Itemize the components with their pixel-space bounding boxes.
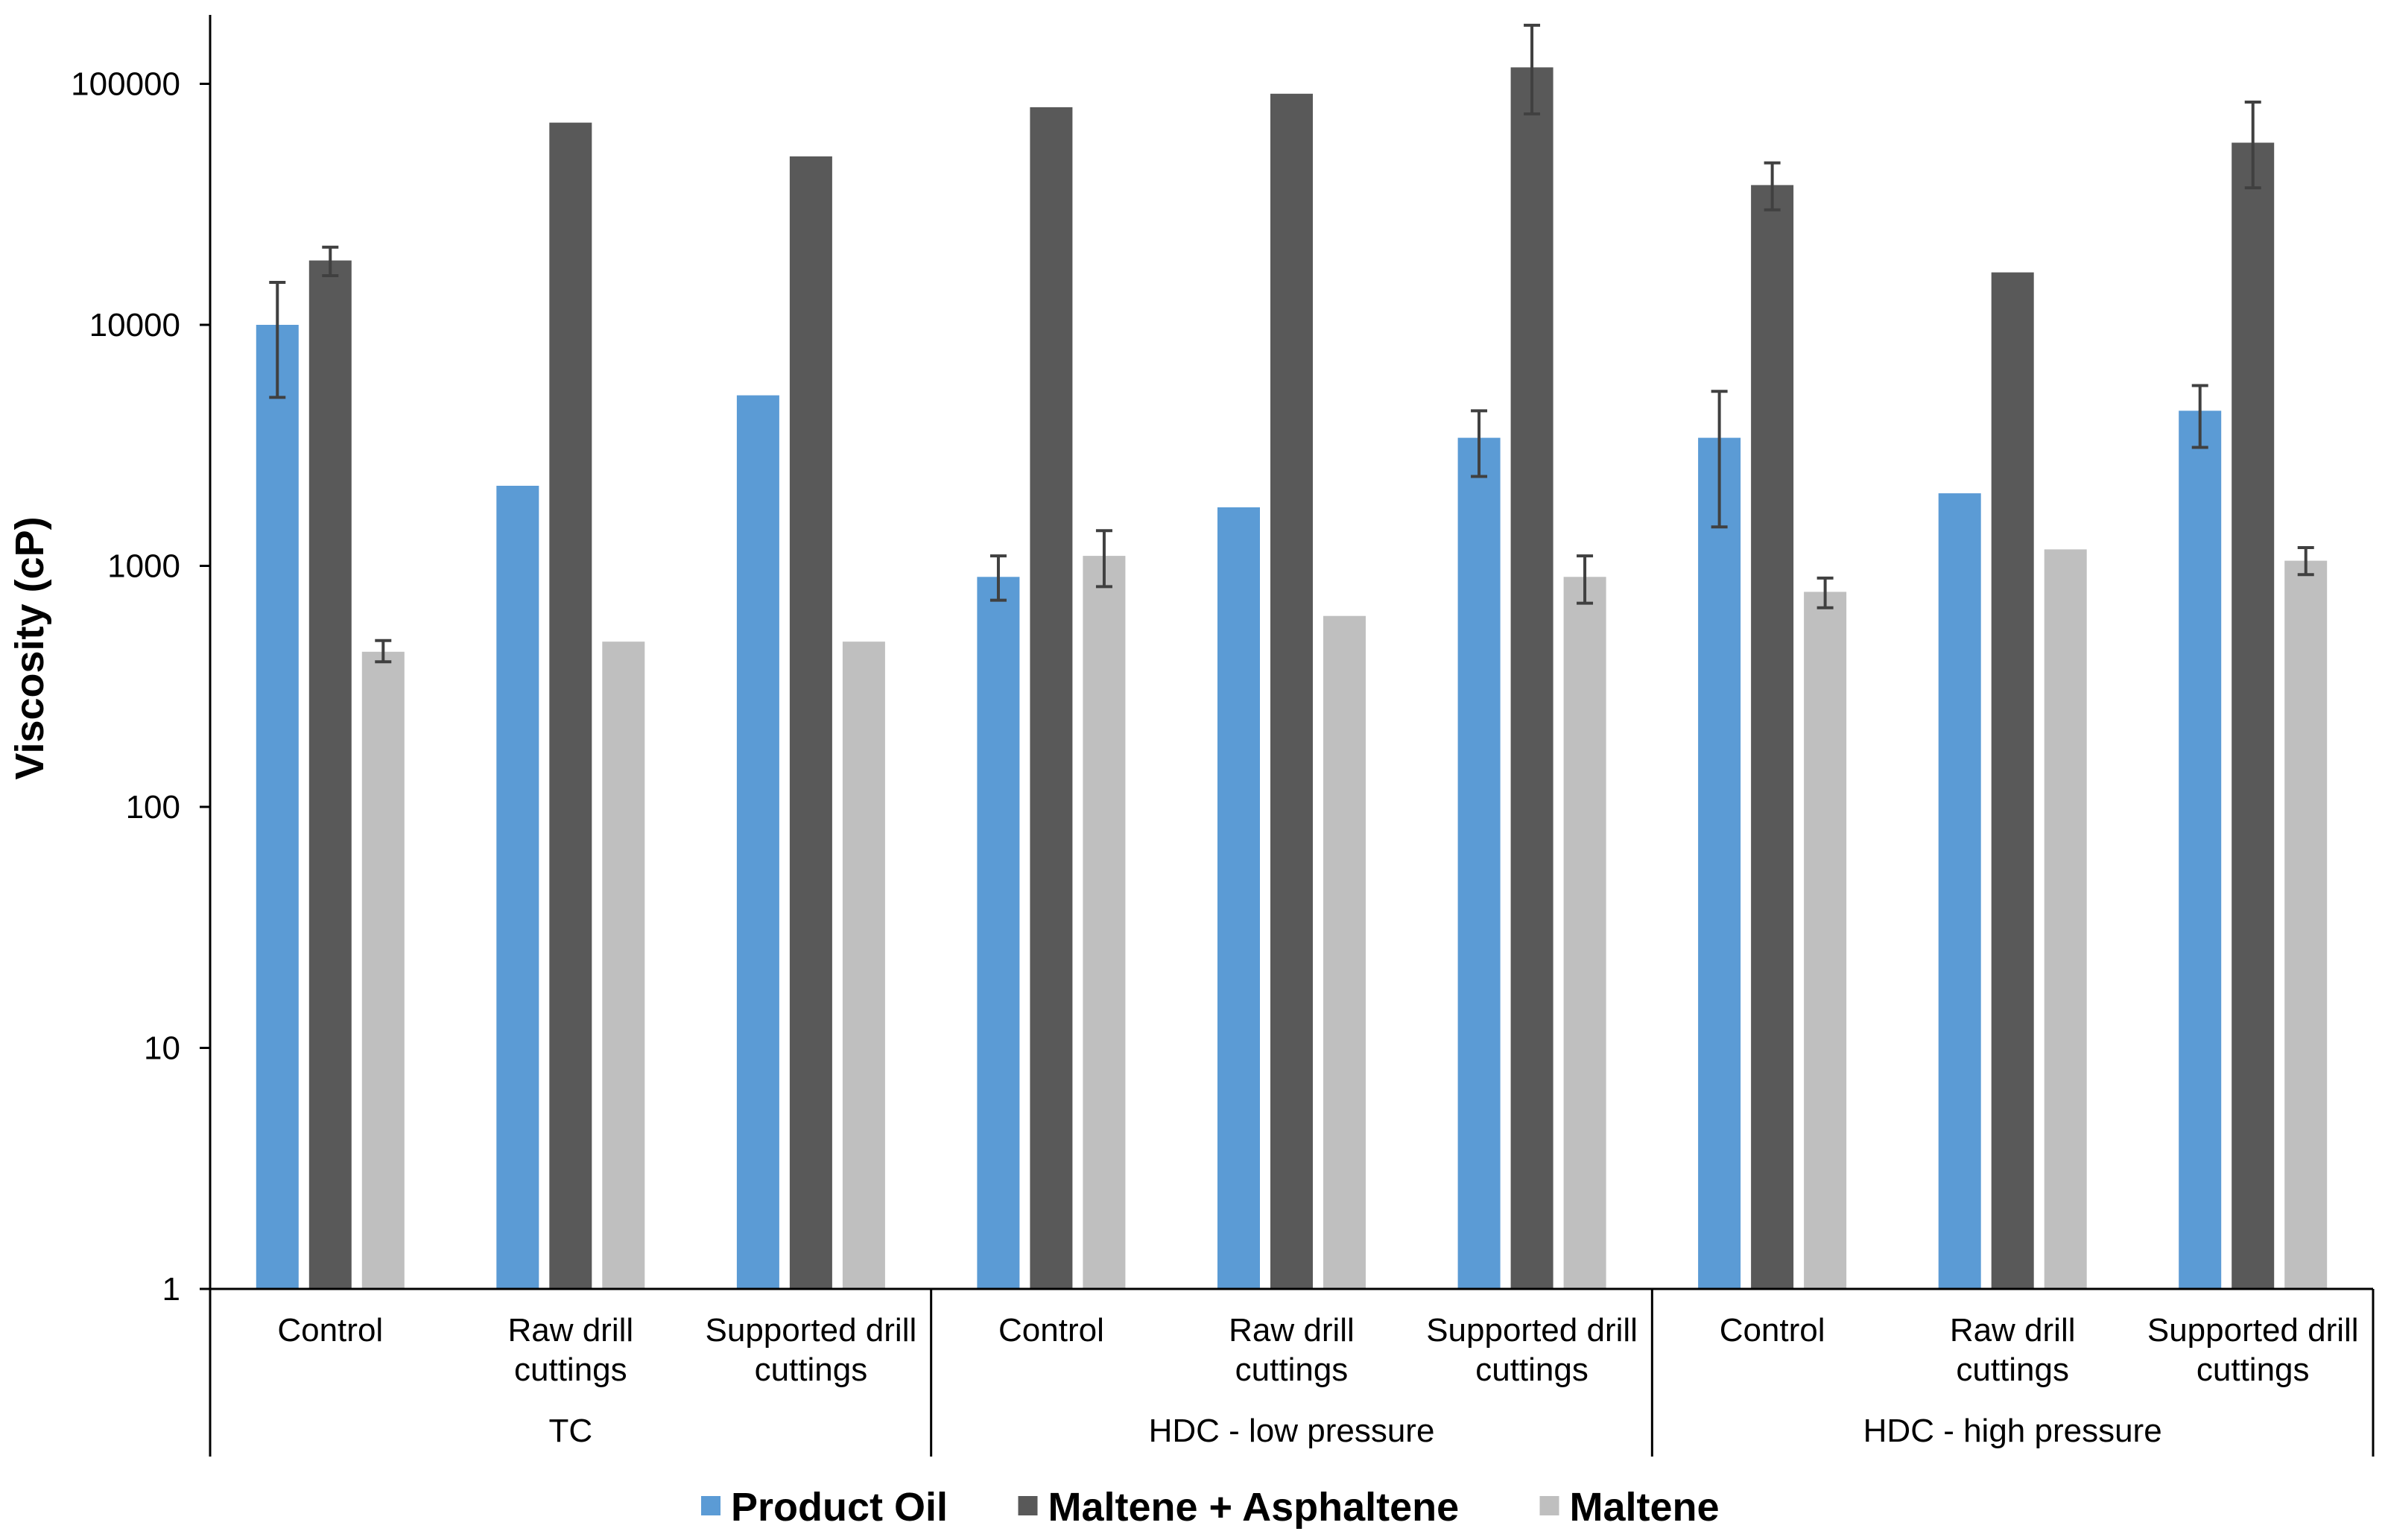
bar-maltene-asphaltene-2 — [549, 122, 592, 1290]
y-tick-label: 100 — [126, 789, 180, 826]
bar-maltene-asphaltene-8 — [1991, 272, 2034, 1290]
group-label: TC — [549, 1413, 593, 1449]
legend-item-product-oil: Product Oil — [701, 1485, 948, 1530]
error-bar-maltene-asphaltene-6 — [1524, 23, 1541, 115]
bar-maltene-3 — [842, 641, 885, 1289]
error-bar-product-oil-4 — [989, 554, 1007, 602]
category-label: Raw drill — [1229, 1312, 1355, 1349]
legend-swatch — [701, 1496, 720, 1515]
y-axis-title: Viscosity (cP) — [7, 516, 52, 779]
axes-layer — [200, 15, 2375, 1457]
category-label: cuttings — [2196, 1352, 2310, 1388]
error-bar-maltene-4 — [1095, 529, 1112, 589]
category-label: Control — [998, 1312, 1104, 1349]
error-bar-product-oil-7 — [1711, 390, 1728, 529]
category-label: cuttings — [514, 1352, 627, 1388]
category-label: cuttings — [1475, 1352, 1589, 1388]
legend-label: Product Oil — [731, 1485, 948, 1530]
error-bars-layer — [269, 23, 2314, 664]
bar-maltene-asphaltene-3 — [789, 156, 832, 1289]
bar-maltene-asphaltene-6 — [1510, 67, 1553, 1289]
bar-maltene-asphaltene-4 — [1030, 107, 1073, 1289]
category-label: Supported drill — [706, 1312, 917, 1349]
legend-item-maltene-asphaltene: Maltene + Asphaltene — [1018, 1485, 1460, 1530]
bar-maltene-asphaltene-1 — [308, 260, 352, 1290]
group-label: HDC - high pressure — [1863, 1413, 2162, 1449]
bar-maltene-5 — [1323, 615, 1366, 1289]
category-label: Control — [1720, 1312, 1825, 1349]
y-tick-label: 10000 — [89, 307, 180, 343]
category-label: cuttings — [755, 1352, 868, 1388]
error-bar-maltene-asphaltene-9 — [2244, 100, 2261, 190]
category-label: cuttings — [1235, 1352, 1349, 1388]
bar-maltene-2 — [602, 641, 645, 1289]
bar-maltene-7 — [1804, 592, 1847, 1289]
category-label: Raw drill — [507, 1312, 633, 1349]
bar-maltene-8 — [2044, 549, 2087, 1289]
bar-maltene-asphaltene-7 — [1751, 185, 1794, 1289]
bar-maltene-4 — [1083, 556, 1126, 1289]
error-bar-maltene-asphaltene-1 — [322, 245, 339, 277]
error-bar-maltene-9 — [2297, 546, 2314, 577]
error-bar-maltene-7 — [1817, 576, 1834, 609]
legend-item-maltene: Maltene — [1539, 1485, 1720, 1530]
bar-maltene-1 — [361, 651, 405, 1289]
error-bar-maltene-asphaltene-7 — [1764, 161, 1781, 212]
bar-product-oil-2 — [496, 486, 539, 1289]
bar-product-oil-5 — [1217, 507, 1260, 1289]
category-label: Supported drill — [1426, 1312, 1638, 1349]
error-bar-product-oil-6 — [1471, 409, 1488, 478]
bar-product-oil-7 — [1698, 437, 1741, 1289]
bar-maltene-asphaltene-5 — [1270, 93, 1313, 1289]
y-tick-label: 10 — [144, 1030, 180, 1067]
bar-maltene-asphaltene-9 — [2232, 142, 2275, 1289]
error-bar-maltene-6 — [1577, 554, 1594, 605]
group-label: HDC - low pressure — [1149, 1413, 1435, 1449]
bar-maltene-9 — [2284, 560, 2328, 1289]
error-bar-product-oil-1 — [269, 281, 286, 399]
category-label: cuttings — [1956, 1352, 2069, 1388]
bar-product-oil-3 — [736, 395, 779, 1289]
bar-maltene-6 — [1563, 577, 1606, 1289]
bar-product-oil-1 — [256, 325, 299, 1289]
y-tick-label: 100000 — [71, 66, 180, 103]
bar-product-oil-6 — [1457, 437, 1501, 1289]
legend-swatch — [1539, 1496, 1559, 1515]
y-tick-label: 1 — [162, 1271, 180, 1308]
bar-product-oil-4 — [977, 577, 1020, 1289]
error-bar-maltene-1 — [375, 639, 392, 664]
category-label: Raw drill — [1950, 1312, 2076, 1349]
y-tick-label: 1000 — [107, 548, 180, 585]
category-label: Control — [277, 1312, 383, 1349]
legend: Product Oil Maltene + Asphaltene Maltene — [701, 1485, 1720, 1530]
bars-layer — [256, 67, 2328, 1290]
legend-swatch — [1018, 1496, 1038, 1515]
bar-product-oil-9 — [2179, 411, 2222, 1289]
legend-label: Maltene + Asphaltene — [1048, 1485, 1460, 1530]
legend-label: Maltene — [1570, 1485, 1720, 1530]
bar-product-oil-8 — [1938, 493, 1981, 1289]
category-label: Supported drill — [2147, 1312, 2359, 1349]
error-bar-product-oil-9 — [2191, 384, 2208, 449]
